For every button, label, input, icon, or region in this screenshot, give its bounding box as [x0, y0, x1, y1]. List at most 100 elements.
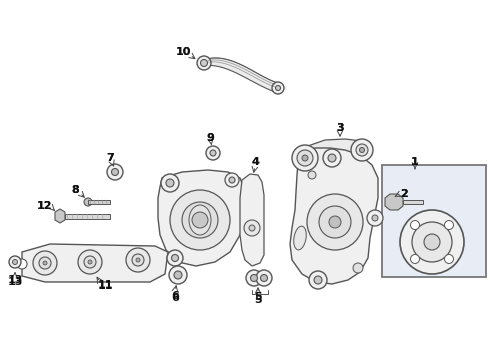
- Circle shape: [166, 179, 174, 187]
- Circle shape: [182, 202, 218, 238]
- Text: 4: 4: [251, 157, 259, 167]
- Circle shape: [249, 225, 255, 231]
- Circle shape: [132, 254, 144, 266]
- Circle shape: [78, 250, 102, 274]
- Circle shape: [192, 212, 208, 228]
- Text: 13: 13: [7, 277, 23, 287]
- Circle shape: [200, 59, 207, 67]
- Text: 9: 9: [206, 133, 214, 143]
- Circle shape: [412, 222, 452, 262]
- Polygon shape: [305, 139, 362, 168]
- Circle shape: [169, 266, 187, 284]
- Polygon shape: [240, 174, 264, 266]
- Bar: [382, 165, 486, 277]
- Circle shape: [210, 150, 216, 156]
- Text: 7: 7: [106, 153, 114, 163]
- Text: 12: 12: [36, 201, 52, 211]
- Circle shape: [400, 210, 464, 274]
- Circle shape: [319, 206, 351, 238]
- Circle shape: [229, 177, 235, 183]
- Text: 7: 7: [106, 153, 114, 163]
- Circle shape: [329, 216, 341, 228]
- Text: 10: 10: [175, 47, 191, 57]
- Circle shape: [112, 168, 119, 176]
- Circle shape: [309, 271, 327, 289]
- Text: 10: 10: [175, 47, 191, 57]
- Circle shape: [9, 256, 21, 268]
- Circle shape: [307, 194, 363, 250]
- Circle shape: [308, 171, 316, 179]
- Polygon shape: [55, 209, 65, 223]
- Circle shape: [444, 221, 453, 230]
- Circle shape: [292, 145, 318, 171]
- Text: 11: 11: [97, 281, 113, 291]
- Text: 3: 3: [336, 123, 344, 133]
- Circle shape: [256, 270, 272, 286]
- Text: 11: 11: [97, 280, 113, 290]
- Circle shape: [197, 56, 211, 70]
- Circle shape: [13, 260, 18, 265]
- Circle shape: [161, 174, 179, 192]
- Ellipse shape: [294, 226, 306, 250]
- Circle shape: [360, 148, 365, 153]
- Circle shape: [314, 276, 322, 284]
- Circle shape: [33, 251, 57, 275]
- Text: 9: 9: [206, 133, 214, 143]
- Text: 1: 1: [411, 157, 419, 167]
- Circle shape: [244, 220, 260, 236]
- Text: 6: 6: [171, 291, 179, 301]
- Text: 8: 8: [71, 185, 79, 195]
- Circle shape: [84, 256, 96, 268]
- Circle shape: [275, 86, 280, 90]
- Circle shape: [367, 210, 383, 226]
- Circle shape: [356, 144, 368, 156]
- Text: 1: 1: [411, 157, 419, 167]
- Text: 8: 8: [71, 185, 79, 195]
- Circle shape: [353, 263, 363, 273]
- Text: 6: 6: [171, 293, 179, 303]
- Ellipse shape: [189, 205, 211, 235]
- Circle shape: [126, 248, 150, 272]
- Polygon shape: [22, 244, 168, 282]
- Circle shape: [246, 270, 262, 286]
- Text: 12: 12: [36, 201, 52, 211]
- Bar: [88, 200, 110, 204]
- Circle shape: [136, 258, 140, 262]
- Text: 5: 5: [254, 295, 262, 305]
- Circle shape: [17, 259, 27, 269]
- Circle shape: [372, 215, 378, 221]
- Circle shape: [206, 146, 220, 160]
- Circle shape: [272, 82, 284, 94]
- Circle shape: [297, 150, 313, 166]
- Text: 3: 3: [336, 123, 344, 133]
- Text: 2: 2: [400, 189, 408, 199]
- Circle shape: [261, 274, 268, 282]
- Polygon shape: [385, 194, 403, 210]
- Text: 5: 5: [254, 292, 262, 302]
- Circle shape: [107, 164, 123, 180]
- Circle shape: [84, 198, 92, 206]
- Circle shape: [170, 190, 230, 250]
- Circle shape: [323, 149, 341, 167]
- Circle shape: [411, 255, 419, 264]
- Circle shape: [411, 221, 419, 230]
- Circle shape: [424, 234, 440, 250]
- Polygon shape: [204, 58, 278, 93]
- Polygon shape: [158, 170, 244, 266]
- Circle shape: [225, 173, 239, 187]
- Text: 2: 2: [400, 189, 408, 199]
- Circle shape: [88, 260, 92, 264]
- Circle shape: [174, 271, 182, 279]
- Circle shape: [43, 261, 47, 265]
- Text: 4: 4: [251, 157, 259, 167]
- Circle shape: [302, 155, 308, 161]
- Circle shape: [250, 274, 258, 282]
- Text: 13: 13: [7, 275, 23, 285]
- Bar: [65, 214, 110, 219]
- Circle shape: [167, 250, 183, 266]
- Polygon shape: [290, 148, 378, 284]
- Circle shape: [39, 257, 51, 269]
- Circle shape: [328, 154, 336, 162]
- Circle shape: [351, 139, 373, 161]
- Bar: [403, 200, 423, 204]
